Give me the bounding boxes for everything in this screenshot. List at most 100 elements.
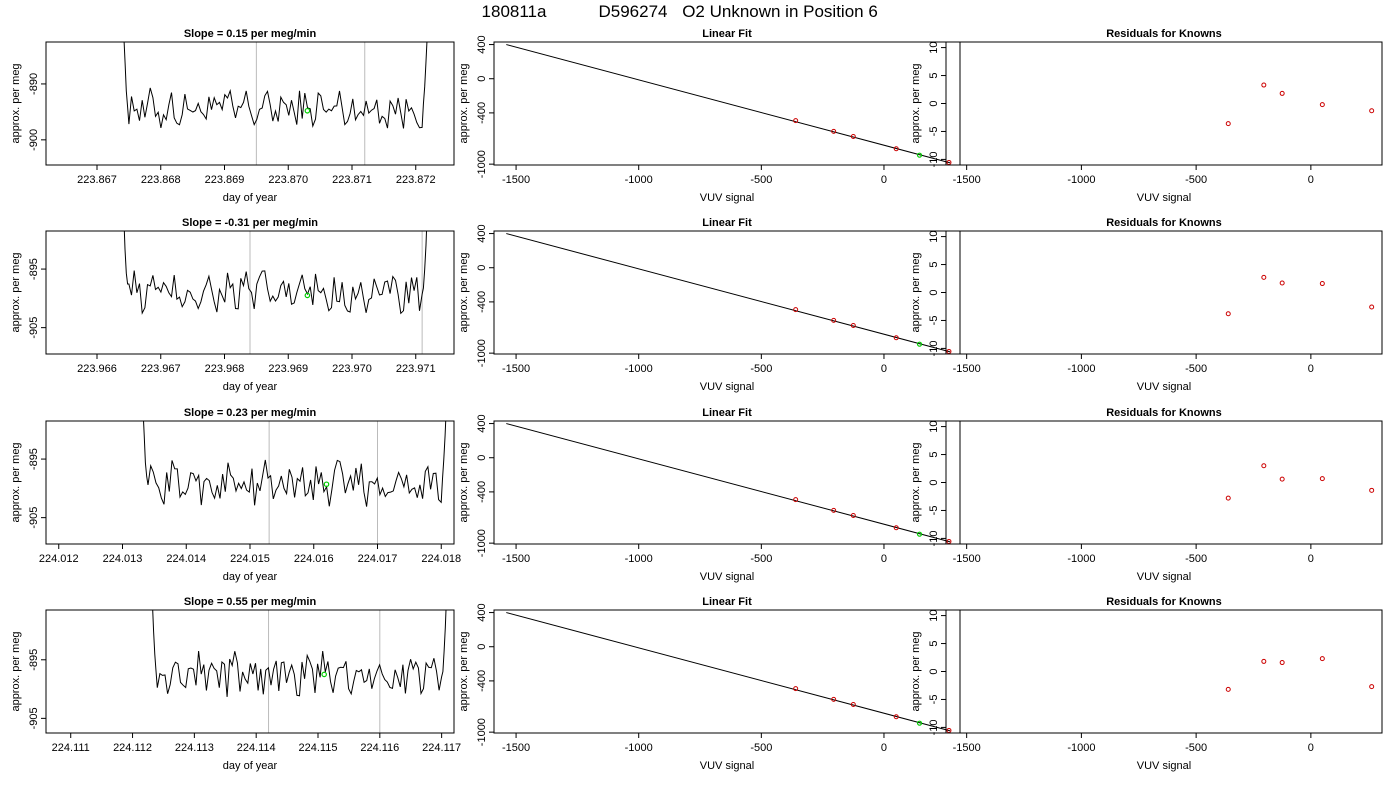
y-axis-label: approx. per meg bbox=[458, 631, 470, 711]
panel-title: Linear Fit bbox=[702, 407, 752, 419]
unknown-point bbox=[916, 720, 923, 726]
y-tick-label: 10 bbox=[928, 41, 940, 53]
known-point bbox=[893, 335, 899, 341]
y-tick-label: 400 bbox=[476, 603, 488, 621]
x-axis-label: day of year bbox=[223, 381, 278, 393]
unknown-sample-marker bbox=[321, 671, 327, 678]
y-tick-label: -400 bbox=[476, 670, 488, 692]
x-tick-label: 0 bbox=[881, 363, 887, 375]
known-point bbox=[850, 701, 856, 707]
y-axis-label: approx. per meg bbox=[10, 442, 22, 522]
known-point bbox=[946, 538, 952, 544]
x-tick-label: -1500 bbox=[502, 553, 530, 565]
fit-line bbox=[506, 44, 951, 164]
known-point bbox=[946, 727, 952, 733]
x-tick-label: 224.112 bbox=[113, 742, 152, 754]
plot-area bbox=[123, 231, 428, 354]
figure-description: O2 Unknown in Position 6 bbox=[682, 2, 878, 21]
plot-frame bbox=[493, 41, 961, 166]
x-tick-label: -500 bbox=[1185, 363, 1207, 375]
y-axis-label: approx. per meg bbox=[910, 63, 922, 143]
y-axis-label: approx. per meg bbox=[910, 252, 922, 332]
plot-frame bbox=[45, 41, 455, 166]
x-tick-label: -500 bbox=[750, 553, 772, 565]
plot-area bbox=[1225, 274, 1375, 317]
y-tick-label: -10 bbox=[928, 530, 940, 546]
y-tick-label: -400 bbox=[476, 102, 488, 124]
panel-title: Linear Fit bbox=[702, 217, 752, 229]
x-axis-label: VUV signal bbox=[700, 381, 754, 393]
y-tick-label: 400 bbox=[476, 224, 488, 242]
y-tick-label: -895 bbox=[28, 258, 40, 280]
residual-point bbox=[1261, 274, 1267, 280]
residual-point bbox=[1225, 686, 1231, 692]
plot-area bbox=[1225, 656, 1375, 692]
x-tick-label: 224.012 bbox=[39, 553, 79, 565]
known-point bbox=[893, 146, 899, 152]
known-point bbox=[793, 307, 799, 313]
x-tick-label: -1000 bbox=[625, 363, 653, 375]
signal-trace bbox=[152, 610, 447, 697]
panel-title: Residuals for Knowns bbox=[1106, 596, 1222, 608]
panel-residuals-row-1: Residuals for Knowns -1500 -1000 -500 0 10 5 0 -… bbox=[910, 28, 1383, 204]
panel-linear-fit-row-2: Linear Fit -1500 -1000 -500 0 400 0 -400 -1000 VU… bbox=[458, 217, 961, 393]
panel-title: Linear Fit bbox=[702, 28, 752, 40]
residual-point bbox=[1279, 476, 1285, 482]
panel-residuals-row-4: Residuals for Knowns -1500 -1000 -500 0 10 5 0 -… bbox=[910, 596, 1383, 772]
known-point bbox=[793, 118, 799, 124]
residual-point bbox=[1279, 280, 1285, 286]
y-tick-label: 5 bbox=[928, 451, 940, 457]
y-tick-label: -890 bbox=[28, 73, 40, 95]
x-tick-label: 224.117 bbox=[422, 742, 461, 754]
sample-id: D596274 bbox=[598, 2, 667, 21]
plot-frame bbox=[945, 41, 1383, 166]
panel-title: Slope = 0.15 per meg/min bbox=[184, 28, 317, 40]
panel-residuals-row-2: Residuals for Knowns -1500 -1000 -500 0 10 5 0 -… bbox=[910, 217, 1383, 393]
x-tick-label: -1000 bbox=[1067, 174, 1095, 186]
plot-frame bbox=[493, 609, 961, 734]
known-point bbox=[850, 322, 856, 328]
panel-title: Linear Fit bbox=[702, 596, 752, 608]
residual-point bbox=[1261, 463, 1267, 469]
y-tick-label: -905 bbox=[28, 507, 40, 529]
y-tick-label: 0 bbox=[476, 76, 488, 82]
x-tick-label: 223.869 bbox=[205, 174, 245, 186]
x-tick-label: 224.111 bbox=[52, 742, 90, 754]
x-tick-label: 0 bbox=[1308, 174, 1314, 186]
x-tick-label: 223.966 bbox=[77, 363, 117, 375]
y-axis-label: approx. per meg bbox=[10, 63, 22, 143]
y-tick-label: 0 bbox=[928, 668, 940, 674]
residual-point bbox=[1261, 82, 1267, 88]
y-axis-label: approx. per meg bbox=[458, 252, 470, 332]
known-point bbox=[893, 714, 899, 720]
x-tick-label: 223.867 bbox=[77, 174, 117, 186]
x-tick-label: 0 bbox=[881, 742, 887, 754]
x-tick-label: 224.013 bbox=[103, 553, 143, 565]
plot-area bbox=[1225, 82, 1375, 127]
known-point bbox=[831, 128, 837, 134]
unknown-sample-marker bbox=[304, 292, 311, 299]
x-tick-label: 224.116 bbox=[360, 742, 399, 754]
x-tick-label: 223.968 bbox=[205, 363, 245, 375]
plot-frame bbox=[945, 609, 1383, 734]
y-tick-label: -1000 bbox=[476, 150, 488, 178]
y-tick-label: 5 bbox=[928, 640, 940, 646]
plot-frame bbox=[945, 230, 1383, 355]
y-tick-label: -10 bbox=[928, 340, 940, 356]
plot-frame bbox=[493, 230, 961, 355]
y-tick-label: -1000 bbox=[476, 339, 488, 367]
panel-linear-fit-row-3: Linear Fit -1500 -1000 -500 0 400 0 -400 -1000 VU… bbox=[458, 407, 961, 583]
panel-linear-fit-row-4: Linear Fit -1500 -1000 -500 0 400 0 -400 -1000 VU… bbox=[458, 596, 961, 772]
residual-point bbox=[1225, 311, 1231, 317]
signal-trace bbox=[123, 231, 428, 315]
y-tick-label: -1000 bbox=[476, 529, 488, 557]
x-axis-label: VUV signal bbox=[700, 760, 754, 772]
x-tick-label: -1000 bbox=[625, 553, 653, 565]
y-axis-label: approx. per meg bbox=[10, 252, 22, 332]
x-tick-label: 224.113 bbox=[175, 742, 214, 754]
y-tick-label: 0 bbox=[476, 265, 488, 271]
x-tick-label: -500 bbox=[1185, 174, 1207, 186]
y-axis-label: approx. per meg bbox=[458, 63, 470, 143]
x-tick-label: -1000 bbox=[1067, 363, 1095, 375]
residual-point bbox=[1369, 108, 1375, 114]
